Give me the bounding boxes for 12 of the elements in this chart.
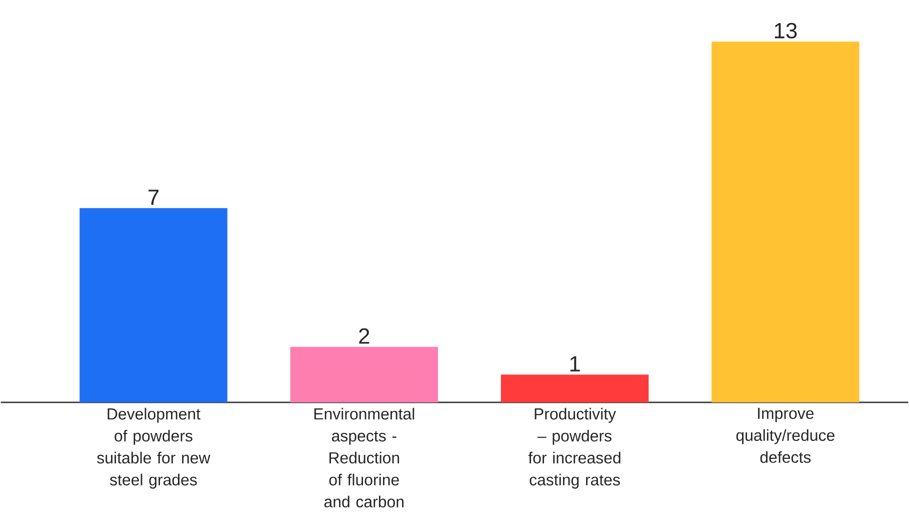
data-label: 1 [570, 356, 580, 372]
x-tick-label: Productivity – powders for increased casting rates [528, 408, 620, 489]
data-label: 13 [774, 22, 797, 38]
data-label: 2 [359, 328, 370, 344]
x-tick-label: Improve quality/reduce defects [736, 408, 834, 463]
x-tick-label: Development of powders suitable for new steel grades [97, 408, 210, 489]
data-label: 7 [148, 190, 158, 205]
bar [290, 346, 438, 402]
bar [712, 42, 860, 402]
bar [500, 374, 649, 402]
bar [80, 208, 228, 402]
x-tick-label: Environmental aspects - Reduction of fluorine and carbon [314, 408, 414, 508]
